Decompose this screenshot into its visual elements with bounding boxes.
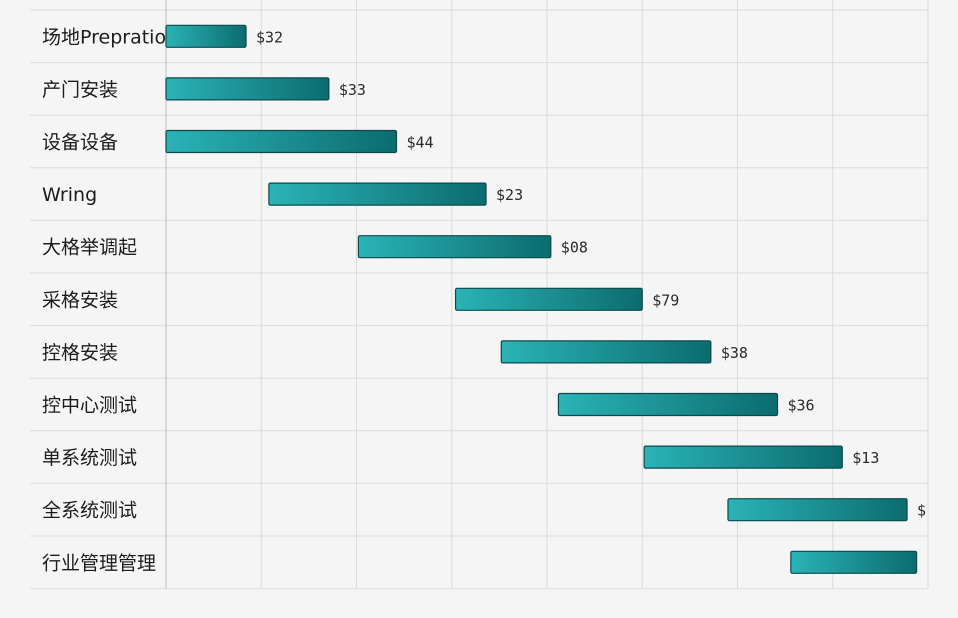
task-bar — [557, 392, 779, 417]
value-label: $23 — [496, 186, 523, 204]
category-label: 单系统测试 — [42, 447, 137, 469]
task-bar — [165, 129, 398, 154]
task-bar — [268, 182, 487, 206]
task-bar — [500, 340, 712, 364]
task-bar — [165, 77, 330, 101]
category-label: Wring — [42, 184, 97, 206]
task-bar — [454, 287, 643, 311]
category-label: 控中心测试 — [42, 395, 137, 417]
task-bars — [165, 24, 918, 574]
value-label: $44 — [407, 134, 434, 152]
category-label: 大格举调起 — [42, 237, 137, 259]
task-bar — [357, 235, 552, 259]
value-labels: $32 $33 $44 $23 $08 $79 $38 $36 $13 $ — [256, 28, 926, 519]
task-bar — [727, 498, 908, 522]
task-bar — [165, 24, 247, 48]
category-label: 采格安装 — [42, 289, 118, 311]
category-label: 行业管理管理 — [42, 552, 156, 574]
value-label: $79 — [652, 291, 679, 309]
task-bar — [790, 550, 918, 574]
category-label: 产门安装 — [42, 79, 118, 101]
value-label: $32 — [256, 28, 283, 46]
value-label: $13 — [852, 449, 879, 467]
category-label: 控格安装 — [42, 342, 118, 364]
task-bar — [643, 445, 843, 469]
value-label: $08 — [561, 239, 588, 257]
category-label: 场地Prepration — [42, 26, 178, 48]
value-label: $38 — [721, 344, 748, 362]
category-label: 设备设备 — [42, 132, 118, 154]
category-label: 全系统测试 — [42, 500, 137, 522]
value-label: $36 — [788, 397, 815, 415]
value-label: $33 — [339, 81, 366, 99]
value-label: $ — [917, 502, 926, 520]
